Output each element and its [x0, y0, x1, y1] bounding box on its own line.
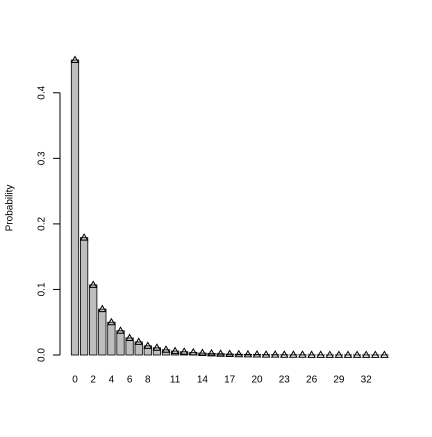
marker — [281, 351, 288, 357]
marker — [235, 351, 242, 357]
marker — [326, 351, 333, 357]
marker — [381, 351, 388, 357]
marker — [372, 351, 379, 357]
marker — [254, 351, 261, 357]
x-tick-label: 0 — [72, 375, 78, 386]
bar — [99, 309, 106, 355]
marker — [335, 351, 342, 357]
x-tick-label: 23 — [279, 375, 291, 386]
x-tick-label: 17 — [224, 375, 236, 386]
x-tick-label: 26 — [306, 375, 318, 386]
y-tick-label: 0.1 — [37, 282, 48, 296]
y-axis-label: Probability — [5, 185, 16, 232]
marker — [226, 351, 233, 357]
marker — [317, 351, 324, 357]
bar — [117, 331, 124, 355]
x-tick-label: 2 — [90, 375, 96, 386]
marker — [363, 351, 370, 357]
x-tick-label: 29 — [333, 375, 345, 386]
y-tick-label: 0.4 — [37, 85, 48, 99]
x-tick-label: 20 — [251, 375, 263, 386]
y-tick-label: 0.2 — [37, 217, 48, 231]
x-tick-label: 11 — [170, 375, 181, 386]
x-tick-label: 14 — [197, 375, 209, 386]
x-tick-label: 32 — [361, 375, 373, 386]
bar — [71, 60, 78, 355]
x-tick-label: 4 — [109, 375, 115, 386]
bar — [90, 285, 97, 355]
bar — [108, 322, 115, 355]
marker — [299, 351, 306, 357]
y-tick-label: 0.3 — [37, 151, 48, 165]
x-tick-label: 8 — [145, 375, 151, 386]
bar — [135, 342, 142, 355]
x-tick-label: 6 — [127, 375, 133, 386]
marker — [354, 351, 361, 357]
marker — [263, 351, 270, 357]
bar — [80, 238, 87, 355]
marker — [272, 351, 279, 357]
y-tick-label: 0.0 — [37, 348, 48, 362]
marker — [345, 351, 352, 357]
marker — [244, 351, 251, 357]
marker — [290, 351, 297, 357]
marker — [308, 351, 315, 357]
